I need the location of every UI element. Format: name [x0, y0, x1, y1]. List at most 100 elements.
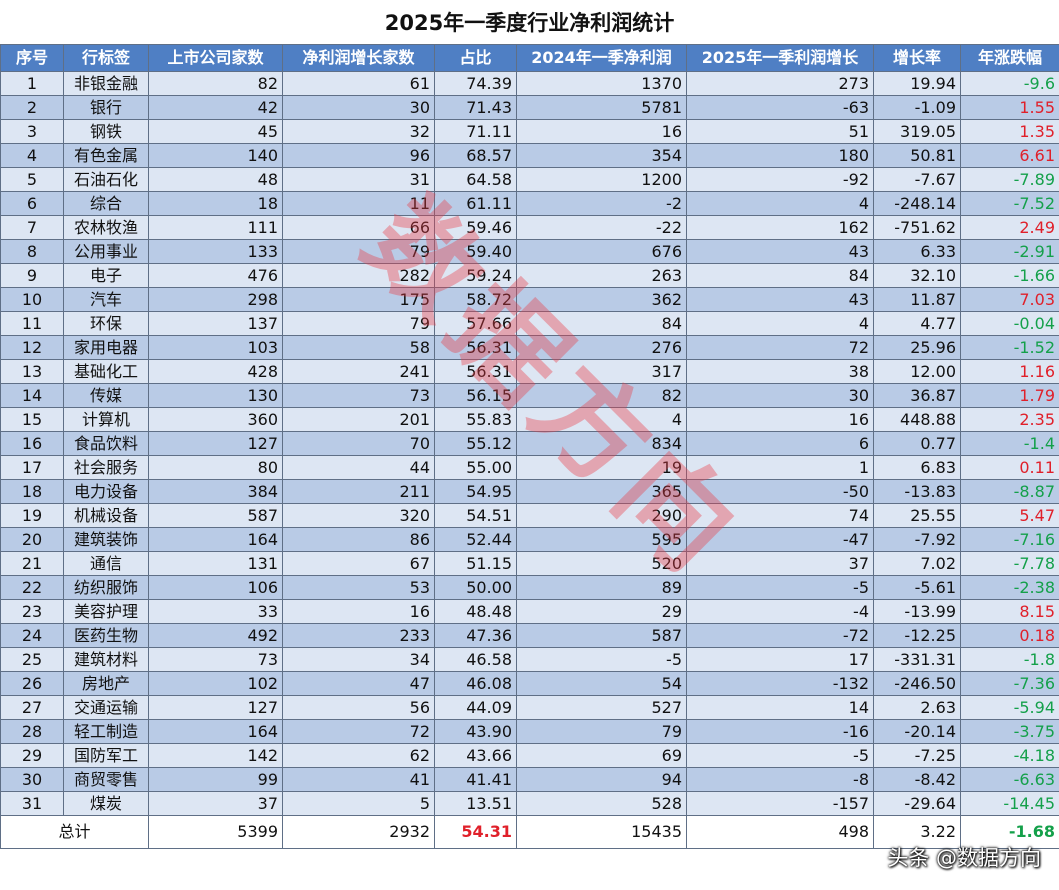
table-row: 13 基础化工 428 241 56.31 317 38 12.00 1.16 — [0, 359, 1059, 384]
cell-profit-2024: 89 — [516, 575, 687, 600]
header-growth-count: 净利润增长家数 — [282, 44, 435, 72]
cell-index: 3 — [0, 119, 64, 144]
cell-yearly-change: -4.18 — [960, 743, 1059, 768]
cell-ratio: 47.36 — [434, 623, 517, 648]
cell-growth-count: 58 — [282, 335, 435, 360]
cell-growth-2025: 1 — [686, 455, 874, 480]
cell-index: 30 — [0, 767, 64, 792]
cell-industry: 建筑装饰 — [63, 527, 149, 552]
cell-growth-2025: -5 — [686, 575, 874, 600]
cell-index: 22 — [0, 575, 64, 600]
cell-index: 7 — [0, 215, 64, 240]
cell-industry: 环保 — [63, 311, 149, 336]
cell-profit-2024: 94 — [516, 767, 687, 792]
cell-profit-2024: 29 — [516, 599, 687, 624]
cell-companies: 82 — [148, 71, 283, 96]
total-growth-rate: 3.22 — [873, 815, 961, 849]
cell-companies: 37 — [148, 791, 283, 816]
cell-growth-rate: 7.02 — [873, 551, 961, 576]
cell-industry: 综合 — [63, 191, 149, 216]
table-row: 25 建筑材料 73 34 46.58 -5 17 -331.31 -1.8 — [0, 647, 1059, 672]
cell-growth-rate: -246.50 — [873, 671, 961, 696]
cell-yearly-change: -7.78 — [960, 551, 1059, 576]
cell-companies: 102 — [148, 671, 283, 696]
table-row: 15 计算机 360 201 55.83 4 16 448.88 2.35 — [0, 407, 1059, 432]
cell-industry: 银行 — [63, 95, 149, 120]
cell-index: 29 — [0, 743, 64, 768]
cell-industry: 电子 — [63, 263, 149, 288]
total-growth-2025: 498 — [686, 815, 874, 849]
cell-growth-count: 79 — [282, 311, 435, 336]
cell-growth-2025: 74 — [686, 503, 874, 528]
cell-yearly-change: -9.6 — [960, 71, 1059, 96]
table-row: 20 建筑装饰 164 86 52.44 595 -47 -7.92 -7.16 — [0, 527, 1059, 552]
cell-profit-2024: 362 — [516, 287, 687, 312]
cell-yearly-change: -6.63 — [960, 767, 1059, 792]
cell-index: 6 — [0, 191, 64, 216]
cell-ratio: 51.15 — [434, 551, 517, 576]
cell-profit-2024: 5781 — [516, 95, 687, 120]
cell-growth-2025: -92 — [686, 167, 874, 192]
cell-ratio: 71.43 — [434, 95, 517, 120]
cell-index: 15 — [0, 407, 64, 432]
cell-growth-count: 62 — [282, 743, 435, 768]
cell-growth-rate: 25.96 — [873, 335, 961, 360]
cell-industry: 非银金融 — [63, 71, 149, 96]
cell-industry: 煤炭 — [63, 791, 149, 816]
cell-growth-count: 86 — [282, 527, 435, 552]
cell-profit-2024: 82 — [516, 383, 687, 408]
table-row: 28 轻工制造 164 72 43.90 79 -16 -20.14 -3.75 — [0, 719, 1059, 744]
cell-ratio: 54.95 — [434, 479, 517, 504]
cell-growth-2025: -72 — [686, 623, 874, 648]
cell-index: 1 — [0, 71, 64, 96]
cell-industry: 通信 — [63, 551, 149, 576]
cell-companies: 48 — [148, 167, 283, 192]
cell-yearly-change: -1.66 — [960, 263, 1059, 288]
table-row: 4 有色金属 140 96 68.57 354 180 50.81 6.61 — [0, 143, 1059, 168]
cell-growth-rate: -8.42 — [873, 767, 961, 792]
cell-yearly-change: -14.45 — [960, 791, 1059, 816]
cell-index: 25 — [0, 647, 64, 672]
total-companies: 5399 — [148, 815, 283, 849]
cell-profit-2024: -2 — [516, 191, 687, 216]
table-row: 22 纺织服饰 106 53 50.00 89 -5 -5.61 -2.38 — [0, 575, 1059, 600]
cell-growth-rate: -29.64 — [873, 791, 961, 816]
cell-companies: 492 — [148, 623, 283, 648]
table-row: 14 传媒 130 73 56.15 82 30 36.87 1.79 — [0, 383, 1059, 408]
cell-growth-count: 233 — [282, 623, 435, 648]
cell-ratio: 41.41 — [434, 767, 517, 792]
cell-profit-2024: 520 — [516, 551, 687, 576]
cell-yearly-change: -8.87 — [960, 479, 1059, 504]
cell-companies: 80 — [148, 455, 283, 480]
cell-profit-2024: -22 — [516, 215, 687, 240]
table-row: 31 煤炭 37 5 13.51 528 -157 -29.64 -14.45 — [0, 791, 1059, 816]
cell-growth-rate: -13.99 — [873, 599, 961, 624]
cell-yearly-change: 2.49 — [960, 215, 1059, 240]
cell-index: 13 — [0, 359, 64, 384]
cell-yearly-change: 1.16 — [960, 359, 1059, 384]
cell-growth-rate: 11.87 — [873, 287, 961, 312]
cell-ratio: 59.40 — [434, 239, 517, 264]
cell-ratio: 55.00 — [434, 455, 517, 480]
cell-index: 19 — [0, 503, 64, 528]
cell-growth-count: 201 — [282, 407, 435, 432]
cell-growth-rate: 4.77 — [873, 311, 961, 336]
cell-profit-2024: 527 — [516, 695, 687, 720]
cell-companies: 99 — [148, 767, 283, 792]
cell-growth-2025: 43 — [686, 239, 874, 264]
cell-industry: 轻工制造 — [63, 719, 149, 744]
cell-growth-count: 34 — [282, 647, 435, 672]
cell-industry: 纺织服饰 — [63, 575, 149, 600]
cell-growth-2025: 162 — [686, 215, 874, 240]
cell-growth-rate: 50.81 — [873, 143, 961, 168]
cell-industry: 美容护理 — [63, 599, 149, 624]
cell-growth-count: 67 — [282, 551, 435, 576]
cell-growth-count: 70 — [282, 431, 435, 456]
header-yearly-change: 年涨跌幅 — [960, 44, 1059, 72]
cell-yearly-change: -3.75 — [960, 719, 1059, 744]
cell-growth-2025: -50 — [686, 479, 874, 504]
cell-growth-2025: 4 — [686, 311, 874, 336]
cell-growth-rate: 36.87 — [873, 383, 961, 408]
cell-growth-2025: 16 — [686, 407, 874, 432]
cell-yearly-change: 8.15 — [960, 599, 1059, 624]
